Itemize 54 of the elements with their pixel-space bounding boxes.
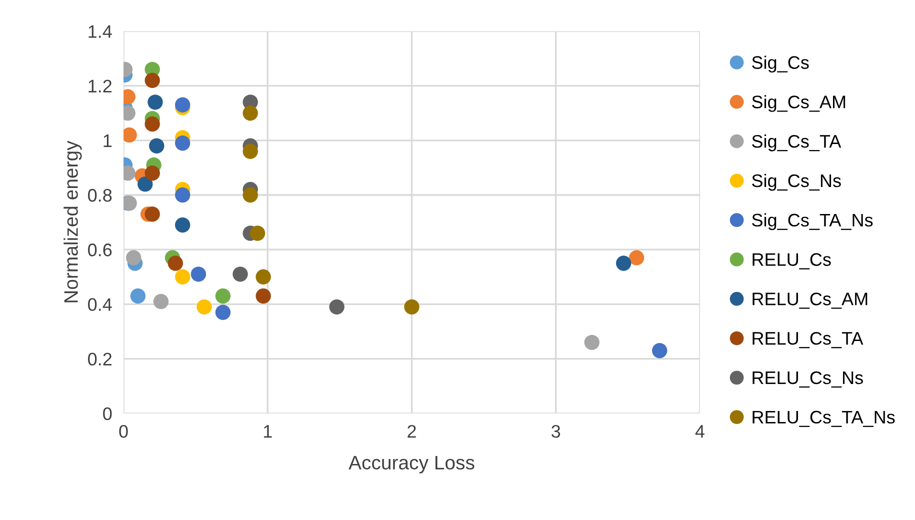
point xyxy=(215,288,231,304)
point xyxy=(144,72,160,88)
point xyxy=(616,256,632,271)
y-axis-title: Normalized energy xyxy=(64,140,82,302)
y-tick-label: 1.2 xyxy=(88,80,112,92)
point xyxy=(144,116,160,132)
point xyxy=(242,144,258,159)
point xyxy=(256,269,271,285)
y-tick-label: 0.8 xyxy=(88,188,112,202)
point xyxy=(144,166,160,181)
legend-label: Sig_Cs_TA_Ns xyxy=(752,213,873,230)
point xyxy=(242,105,258,121)
legend-label: RELU_Cs_AM xyxy=(752,292,868,309)
point xyxy=(404,299,420,315)
legend-label: Sig_Cs_Ns xyxy=(752,174,841,191)
point xyxy=(215,304,231,320)
point xyxy=(138,176,153,192)
point xyxy=(242,187,258,203)
point xyxy=(628,250,644,266)
point xyxy=(148,94,163,110)
y-tick-label: 0.4 xyxy=(88,298,112,311)
x-tick-label: 1 xyxy=(264,425,272,438)
point xyxy=(175,187,190,203)
x-tick-label: 0 xyxy=(119,424,128,438)
point xyxy=(256,288,271,304)
legend-label: RELU_Cs_Ns xyxy=(752,371,863,388)
x-tick-label: 4 xyxy=(695,425,704,438)
point xyxy=(175,217,190,233)
point xyxy=(190,266,206,282)
legend-label: Sig_Cs_AM xyxy=(752,95,846,112)
legend-label: Sig_Cs_TA xyxy=(752,134,842,152)
point xyxy=(175,97,190,113)
y-tick-label: 0.2 xyxy=(88,352,112,366)
legend-label: RELU_Cs_TA_Ns xyxy=(752,410,895,427)
point xyxy=(196,299,212,315)
point xyxy=(175,136,190,151)
legend-label: RELU_Cs xyxy=(752,253,831,270)
point xyxy=(175,269,190,285)
y-tick-label: 1 xyxy=(104,134,112,147)
point xyxy=(652,343,668,358)
y-tick-label: 0 xyxy=(103,407,112,420)
point xyxy=(168,256,184,271)
legend-label: RELU_Cs_TA xyxy=(752,332,864,348)
y-tick-label: 1.4 xyxy=(88,25,112,38)
point xyxy=(329,299,344,315)
x-axis-title: Accuracy Loss xyxy=(348,456,474,474)
legend-label: Sig_Cs xyxy=(752,56,809,73)
point xyxy=(250,226,266,241)
point xyxy=(232,266,248,282)
point xyxy=(149,138,164,154)
y-tick-label: 0.6 xyxy=(88,244,112,256)
point xyxy=(144,206,160,222)
x-tick-label: 2 xyxy=(408,424,416,438)
x-tick-label: 3 xyxy=(552,424,560,438)
